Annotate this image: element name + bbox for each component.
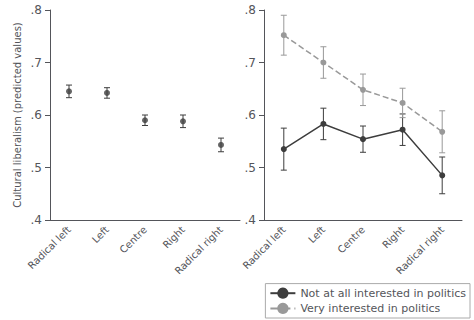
svg-text:Radical left: Radical left [241, 224, 288, 271]
svg-text:.8: .8 [245, 3, 256, 17]
svg-text:Centre: Centre [336, 224, 367, 255]
svg-text:Radical right: Radical right [173, 224, 225, 276]
svg-text:Radical left: Radical left [26, 224, 73, 271]
svg-text:Left: Left [90, 224, 111, 245]
svg-text:.4: .4 [31, 213, 42, 227]
svg-text:.5: .5 [245, 161, 256, 175]
svg-text:.6: .6 [31, 108, 42, 122]
svg-text:.4: .4 [245, 213, 256, 227]
svg-text:Right: Right [380, 224, 406, 250]
svg-text:.6: .6 [245, 108, 256, 122]
svg-text:.7: .7 [31, 56, 42, 70]
svg-text:Cultural liberalism (predicted: Cultural liberalism (predicted values) [12, 22, 23, 208]
svg-text:Radical right: Radical right [394, 224, 446, 276]
svg-text:Not at all interested in polit: Not at all interested in politics [300, 287, 466, 300]
svg-text:Centre: Centre [118, 224, 149, 255]
svg-text:Right: Right [161, 224, 187, 250]
svg-text:.8: .8 [31, 3, 42, 17]
svg-text:Very interested in politics: Very interested in politics [300, 302, 440, 315]
svg-text:.5: .5 [31, 161, 42, 175]
svg-text:.7: .7 [245, 56, 256, 70]
svg-text:Left: Left [306, 224, 327, 245]
